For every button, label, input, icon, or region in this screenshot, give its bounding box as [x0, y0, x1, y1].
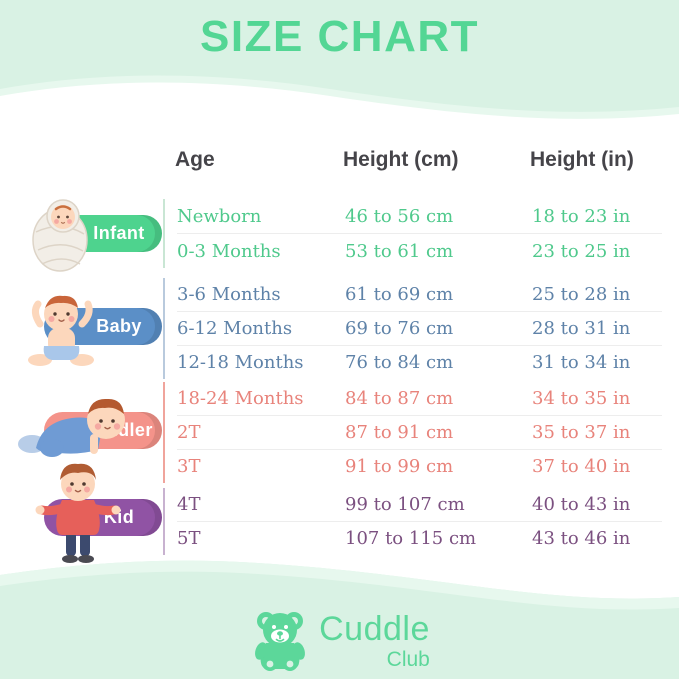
- table-row: 2T 87 to 91 cm 35 to 37 in: [177, 416, 662, 450]
- age-cell: 2T: [177, 422, 201, 443]
- height-cm-cell: 46 to 56 cm: [345, 205, 454, 227]
- table-row: 0-3 Months 53 to 61 cm 23 to 25 in: [177, 234, 662, 268]
- height-in-cell: 23 to 25 in: [532, 240, 631, 262]
- height-in-cell: 35 to 37 in: [532, 422, 631, 443]
- age-cell: 3T: [177, 456, 201, 477]
- header-age: Age: [175, 148, 215, 171]
- height-in-cell: 37 to 40 in: [532, 456, 631, 477]
- header-height-cm: Height (cm): [343, 148, 459, 171]
- crawling-toddler-illustration: [14, 388, 142, 467]
- age-cell: 3-6 Months: [177, 284, 281, 305]
- height-in-cell: 25 to 28 in: [532, 284, 631, 305]
- age-cell: 4T: [177, 494, 201, 515]
- height-cm-cell: 69 to 76 cm: [345, 318, 454, 339]
- age-cell: 5T: [177, 528, 201, 549]
- height-cm-cell: 61 to 69 cm: [345, 284, 454, 305]
- height-in-cell: 31 to 34 in: [532, 352, 631, 373]
- swaddled-baby-illustration: [16, 192, 108, 279]
- infant-pill-label: Infant: [93, 223, 145, 243]
- brand-subname: Club: [386, 648, 430, 671]
- brand-name: Cuddle: [319, 610, 430, 648]
- standing-kid-illustration: [26, 458, 130, 573]
- height-cm-cell: 53 to 61 cm: [345, 240, 454, 262]
- height-in-cell: 40 to 43 in: [532, 494, 631, 515]
- height-in-cell: 18 to 23 in: [532, 205, 631, 227]
- size-chart-title: SIZE CHART: [200, 12, 479, 61]
- height-cm-cell: 91 to 99 cm: [345, 456, 454, 477]
- height-cm-cell: 84 to 87 cm: [345, 388, 454, 409]
- height-in-cell: 28 to 31 in: [532, 318, 631, 339]
- table-row: 4T 99 to 107 cm 40 to 43 in: [177, 488, 662, 522]
- age-cell: Newborn: [177, 205, 262, 227]
- table-header-row: Age Height (cm) Height (in): [163, 148, 672, 172]
- table-row: 18-24 Months 84 to 87 cm 34 to 35 in: [177, 382, 662, 416]
- age-cell: 6-12 Months: [177, 318, 293, 339]
- height-cm-cell: 76 to 84 cm: [345, 352, 454, 373]
- table-row: Newborn 46 to 56 cm 18 to 23 in: [177, 199, 662, 234]
- table-row: 3T 91 to 99 cm 37 to 40 in: [177, 450, 662, 483]
- teddy-bear-icon: [255, 612, 306, 671]
- height-cm-cell: 87 to 91 cm: [345, 422, 454, 443]
- table-row: 12-18 Months 76 to 84 cm 31 to 34 in: [177, 346, 662, 379]
- height-in-cell: 43 to 46 in: [532, 528, 631, 549]
- sitting-baby-illustration: [18, 286, 106, 377]
- age-cell: 12-18 Months: [177, 352, 304, 373]
- height-in-cell: 34 to 35 in: [532, 388, 631, 409]
- height-cm-cell: 107 to 115 cm: [345, 528, 477, 549]
- age-cell: 0-3 Months: [177, 240, 281, 262]
- table-row: 5T 107 to 115 cm 43 to 46 in: [177, 522, 662, 555]
- header-height-in: Height (in): [530, 148, 634, 171]
- baby-pill-label: Baby: [96, 316, 142, 336]
- table-row: 3-6 Months 61 to 69 cm 25 to 28 in: [177, 278, 662, 312]
- table-row: 6-12 Months 69 to 76 cm 28 to 31 in: [177, 312, 662, 346]
- brand-logo: Cuddle Club: [0, 609, 679, 673]
- height-cm-cell: 99 to 107 cm: [345, 494, 465, 515]
- age-cell: 18-24 Months: [177, 388, 304, 409]
